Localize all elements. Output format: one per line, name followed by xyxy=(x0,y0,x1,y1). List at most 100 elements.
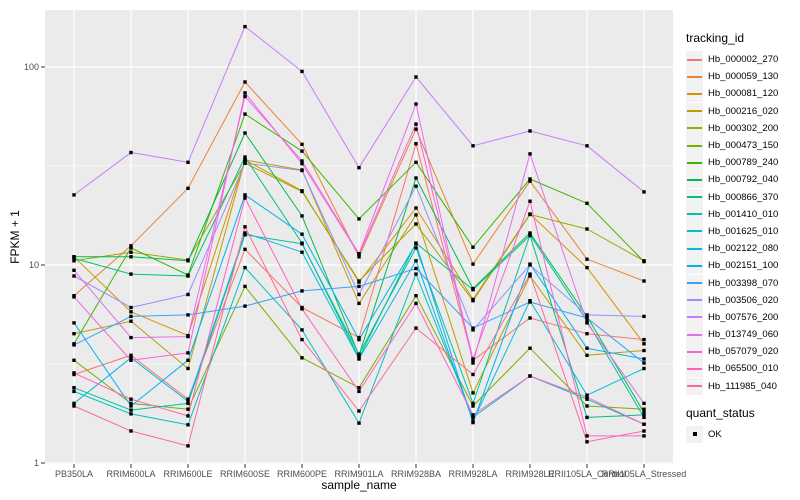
legend-item: Hb_002122_080 xyxy=(686,240,798,258)
data-point xyxy=(471,391,475,395)
data-point xyxy=(72,358,76,362)
data-point xyxy=(585,434,589,438)
data-point xyxy=(528,274,532,278)
legend-item: Hb_000789_240 xyxy=(686,154,798,172)
data-point xyxy=(129,150,133,155)
data-point xyxy=(414,206,418,210)
data-point xyxy=(528,374,532,378)
data-point xyxy=(642,361,646,365)
legend-items-tracking: Hb_000002_270 Hb_000059_130 Hb_000081_120 H… xyxy=(686,51,798,395)
data-point xyxy=(471,372,475,377)
data-point xyxy=(357,292,361,297)
data-point xyxy=(585,346,589,350)
legend-item-label: Hb_000059_130 xyxy=(708,71,779,83)
data-point xyxy=(414,160,418,164)
data-point xyxy=(642,314,646,319)
data-point xyxy=(528,129,532,133)
data-point xyxy=(243,247,247,251)
data-point xyxy=(129,335,133,340)
legend-key xyxy=(686,102,703,120)
data-point xyxy=(129,404,133,408)
x-tick-label: RRIM600LA xyxy=(106,469,155,479)
data-point xyxy=(300,159,304,163)
legend-line-swatch xyxy=(687,350,702,353)
legend-line-swatch xyxy=(687,178,702,181)
data-point xyxy=(186,414,190,418)
legend-key xyxy=(686,343,703,361)
legend-key xyxy=(686,171,703,189)
data-point xyxy=(642,337,646,342)
data-point xyxy=(300,168,304,173)
data-point xyxy=(642,415,646,420)
data-point xyxy=(528,231,532,235)
legend-item-label: Hb_001625_010 xyxy=(708,225,779,237)
data-point xyxy=(414,259,418,263)
legend-key xyxy=(686,188,703,206)
legend-item: Hb_000792_040 xyxy=(686,171,798,189)
data-point xyxy=(243,225,247,229)
legend-item: Hb_000302_200 xyxy=(686,119,798,137)
data-point xyxy=(471,288,475,292)
data-point xyxy=(642,401,646,406)
legend-key xyxy=(686,326,703,344)
legend-item: Hb_003506_020 xyxy=(686,291,798,309)
legend-title-quant-status: quant_status xyxy=(686,405,755,420)
data-point xyxy=(186,160,190,164)
data-point xyxy=(129,314,133,319)
data-point xyxy=(528,177,532,181)
data-point xyxy=(414,142,418,146)
x-tick-label: RRII105LA_Stressed xyxy=(602,469,687,479)
legend-line-swatch xyxy=(687,230,702,233)
data-point xyxy=(585,257,589,261)
legend-key xyxy=(686,240,703,258)
data-point xyxy=(72,274,76,278)
data-point xyxy=(243,91,247,95)
data-point xyxy=(471,299,475,303)
data-point xyxy=(72,386,76,390)
data-point xyxy=(585,321,589,325)
data-point xyxy=(357,337,361,342)
data-point xyxy=(471,326,475,330)
y-axis-title: FPKM + 1 xyxy=(8,210,22,264)
data-point xyxy=(129,250,133,254)
data-point xyxy=(528,152,532,156)
y-tick-label: 100 xyxy=(24,62,39,72)
legend-line-swatch xyxy=(687,144,702,147)
data-point xyxy=(471,357,475,361)
data-point xyxy=(585,313,589,317)
data-point xyxy=(642,407,646,411)
x-tick-label: PB350LA xyxy=(55,469,93,479)
data-point xyxy=(357,357,361,361)
legend-item-label: Hb_000081_120 xyxy=(708,88,779,100)
data-point xyxy=(300,69,304,74)
data-point xyxy=(357,284,361,289)
data-point xyxy=(129,397,133,401)
data-point xyxy=(72,259,76,263)
x-tick-label: RRIM600LE xyxy=(163,469,212,479)
data-point xyxy=(186,186,190,190)
data-point xyxy=(357,217,361,221)
data-point xyxy=(642,410,646,415)
x-tick-label: RRIM600SE xyxy=(220,469,270,479)
data-point xyxy=(528,233,532,237)
legend-panel: tracking_id Hb_000002_270 Hb_000059_130 Hb… xyxy=(686,31,798,443)
data-point xyxy=(186,399,190,403)
data-point xyxy=(414,246,418,250)
legend-item: Hb_000081_120 xyxy=(686,85,798,103)
legend-line-swatch xyxy=(687,196,702,199)
data-point xyxy=(300,232,304,236)
legend-item: Hb_065500_010 xyxy=(686,360,798,378)
data-point xyxy=(471,262,475,266)
legend-line-swatch xyxy=(687,333,702,336)
data-point xyxy=(300,161,304,166)
legend-line-swatch xyxy=(687,299,702,302)
data-point xyxy=(243,112,247,116)
data-point xyxy=(300,149,304,153)
data-point xyxy=(300,142,304,146)
data-point xyxy=(357,252,361,257)
data-point xyxy=(414,222,418,226)
x-tick-label: RRII105LA_Control xyxy=(548,469,626,479)
data-point xyxy=(642,348,646,353)
data-point xyxy=(585,440,589,444)
data-point xyxy=(471,401,475,406)
